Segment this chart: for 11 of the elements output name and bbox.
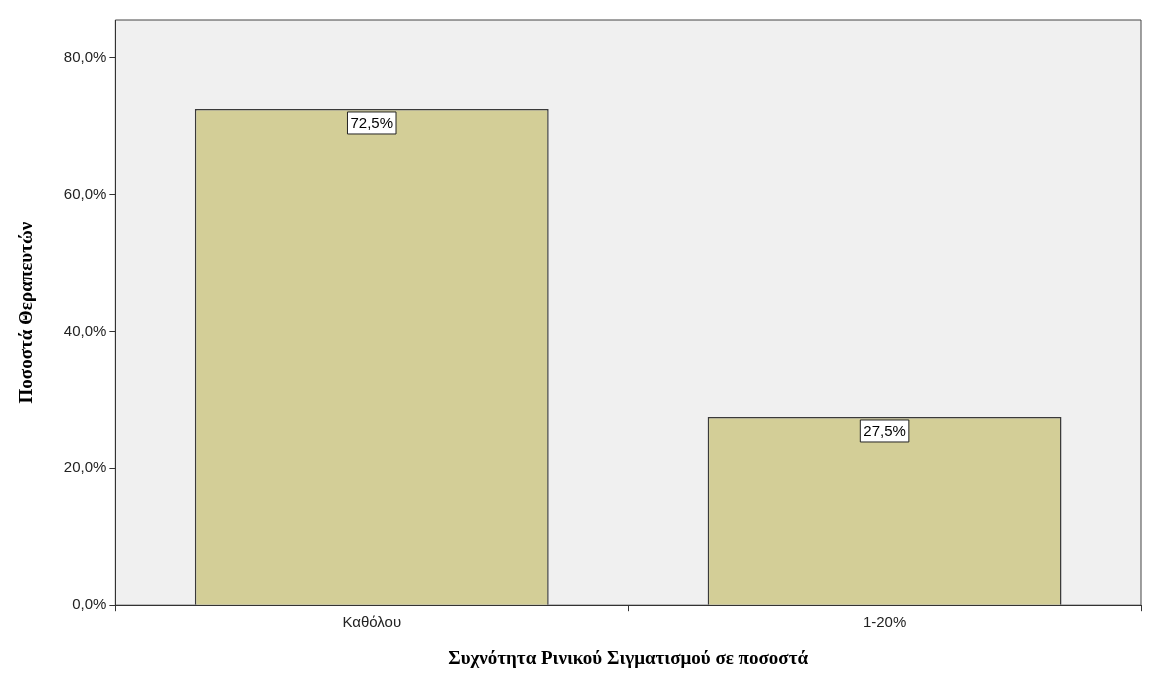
data-label: 27,5% [863,422,906,440]
data-label: 72,5% [350,114,394,132]
y-tick-label: 80,0% [63,47,107,65]
x-axis-title: Συχνότητα Ρινικού Σιγματισμού σε ποσοστά [448,646,809,668]
x-tick-label: 1-20% [862,613,907,631]
y-axis-title: Ποσοστά Θεραπευτών [15,221,37,404]
y-tick-label: 60,0% [63,184,107,202]
y-tick-label: 20,0% [63,458,107,476]
y-tick-label: 0,0% [72,595,107,613]
y-tick-label: 40,0% [63,321,107,339]
x-tick-label: Καθόλου [342,613,402,631]
